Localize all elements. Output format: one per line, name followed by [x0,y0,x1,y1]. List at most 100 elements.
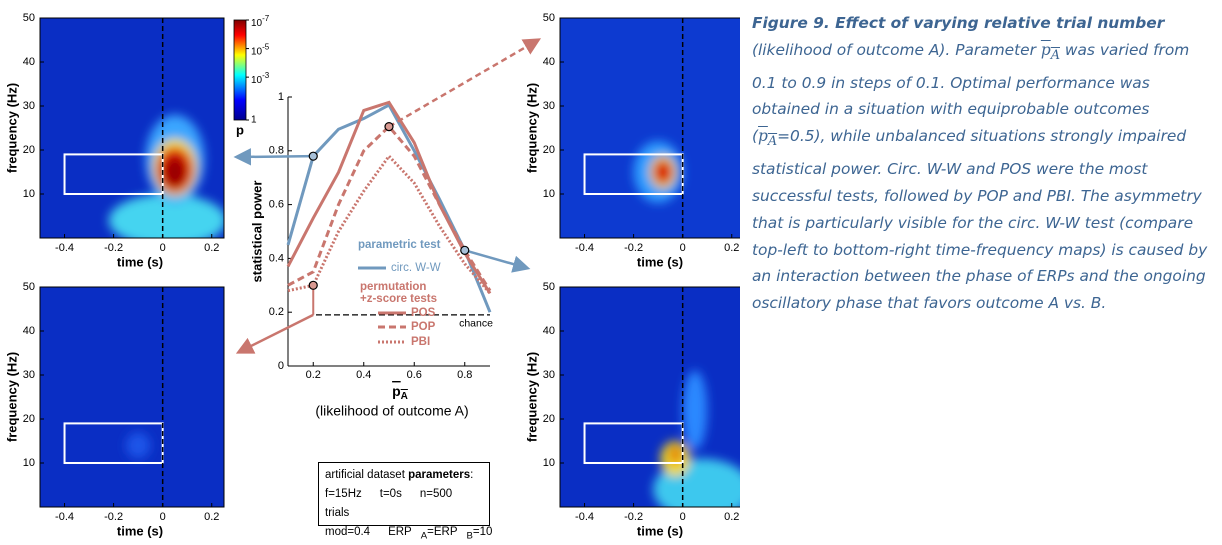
panel-frame [559,17,740,239]
y-axis-label: statistical power [249,181,264,283]
y-axis-label: frequency (Hz) [524,352,539,442]
x-tick-label: -0.2 [624,511,643,523]
heatmap-blob [682,370,708,450]
x-tick-label: -0.2 [104,242,123,254]
y-tick-label: 10 [543,457,555,469]
label-base: p [392,383,401,399]
label-base: 10 [251,46,263,57]
panel-frame [39,286,225,508]
y-tick-label: 30 [23,100,35,112]
highlight-point [460,245,470,255]
legend-group-title: parametric test [358,239,441,251]
heatmap [560,18,740,238]
x-tick-label: 0 [160,242,166,254]
parameters-box: artificial dataset parameters: f=15Hz t=0s… [318,462,492,541]
heatmap-blobs [125,432,151,459]
heatmap-blob [125,432,151,459]
x-axis-note: (likelihood of outcome A) [315,403,468,419]
x-tick-label: -0.2 [624,242,643,254]
param: n=500 trials [325,488,452,519]
series-line [287,124,492,292]
heatmap [40,18,224,238]
heatmap [560,287,740,507]
x-tick-label: 0.2 [306,369,321,381]
heatmap [40,287,224,507]
y-axis-label: frequency (Hz) [4,83,19,173]
series-line [287,153,492,295]
x-tick-label: 0.2 [724,511,739,523]
y-tick-label: 20 [23,413,35,425]
text-run: t=0s [379,488,402,500]
highlight-point [384,121,394,132]
x-tick-label: 0 [680,511,686,523]
symbol: pA [758,127,777,149]
params-title: artificial dataset parameters: [325,466,483,485]
x-axis-label: time (s) [637,254,683,269]
y-tick-label: 0.8 [269,145,284,157]
y-tick-label: 20 [23,144,35,156]
legend-group-title: permutation [360,281,426,293]
x-axis-label: pA [392,383,408,402]
colorbar-label: p [236,122,244,137]
symbol-sub: A [1050,47,1060,63]
y-tick-label: 20 [543,144,555,156]
x-tick-label: -0.2 [104,511,123,523]
x-tick-label: -0.4 [575,242,594,254]
caption-text: was varied from 0.1 to 0.9 in steps of 0… [752,40,1190,146]
colorbar-tick-label: 10-7 [251,14,270,29]
label-base: 10 [251,75,263,86]
text-run: mod=0.4 [325,526,371,538]
text-run: n=500 trials [325,488,453,519]
label-base: 10 [251,18,263,29]
text-run: parameters [408,469,471,481]
symbol-base: p [758,127,768,146]
heatmap-background [40,287,224,507]
symbol-sub: A [767,134,778,150]
y-tick-label: 1 [278,91,284,103]
x-tick-label: 0.2 [204,511,219,523]
heatmap-blobs [108,114,224,238]
panel-arrow [464,249,531,273]
x-tick-label: 0.2 [204,242,219,254]
heatmap-blob [653,159,673,185]
param: mod=0.4 [325,526,379,538]
x-axis-label: time (s) [117,523,163,538]
y-tick-label: 20 [543,413,555,425]
y-tick-label: 40 [543,56,555,68]
text-run: f=15Hz [325,488,362,500]
param: ERP A=ERP B=10 [388,526,501,542]
text-run: =ERP [427,526,458,538]
y-tick-label: 50 [543,12,555,24]
text-run: =10 [472,526,493,538]
y-tick-label: 0 [278,360,284,372]
legend-group-title: +z-score tests [360,293,437,305]
y-tick-label: 40 [543,325,555,337]
colorbar-tick-label: 10-5 [251,43,270,58]
label-exp: -5 [262,43,270,52]
heatmap-blob [163,156,186,188]
y-tick-label: 50 [23,12,35,24]
text-run: : [470,469,474,481]
param: t=0s [380,488,411,500]
symbol: pA [1041,41,1060,63]
colorbar-tick-label: 10-3 [251,71,270,86]
panel-frame [39,17,225,239]
x-tick-label: 0.2 [724,242,739,254]
y-tick-label: 10 [543,188,555,200]
subscript: A [420,530,428,542]
heatmap-blobs [633,141,683,203]
y-axis-label: frequency (Hz) [4,352,19,442]
x-tick-label: 0.4 [356,369,371,381]
y-tick-label: 0.6 [269,199,284,211]
x-tick-label: 0 [680,242,686,254]
y-tick-label: 50 [23,281,35,293]
y-tick-label: 40 [23,325,35,337]
y-tick-label: 30 [23,369,35,381]
legend-label: POS [411,307,436,319]
legend-label: circ. W-W [391,262,441,274]
y-tick-label: 30 [543,369,555,381]
label-exp: -7 [262,14,270,23]
highlight-point [308,280,318,290]
params-row: mod=0.4 ERP A=ERP B=10 [325,523,492,545]
